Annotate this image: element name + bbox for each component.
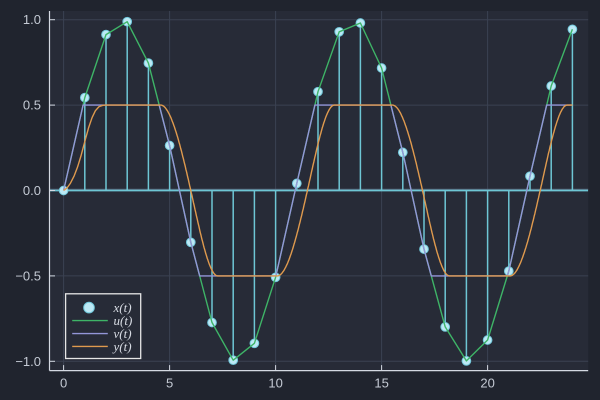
svg-text:−1.0: −1.0 [15, 354, 41, 369]
svg-text:v(t): v(t) [114, 326, 132, 341]
svg-text:15: 15 [374, 376, 388, 391]
svg-text:1.0: 1.0 [23, 12, 41, 27]
svg-text:x(t): x(t) [113, 300, 132, 315]
svg-text:20: 20 [480, 376, 494, 391]
svg-text:0: 0 [60, 376, 67, 391]
svg-text:−0.5: −0.5 [15, 268, 41, 283]
svg-text:y(t): y(t) [112, 339, 132, 354]
svg-text:0.5: 0.5 [23, 98, 41, 113]
svg-text:10: 10 [268, 376, 282, 391]
svg-text:0.0: 0.0 [23, 183, 41, 198]
svg-text:u(t): u(t) [114, 313, 133, 328]
svg-text:5: 5 [166, 376, 173, 391]
